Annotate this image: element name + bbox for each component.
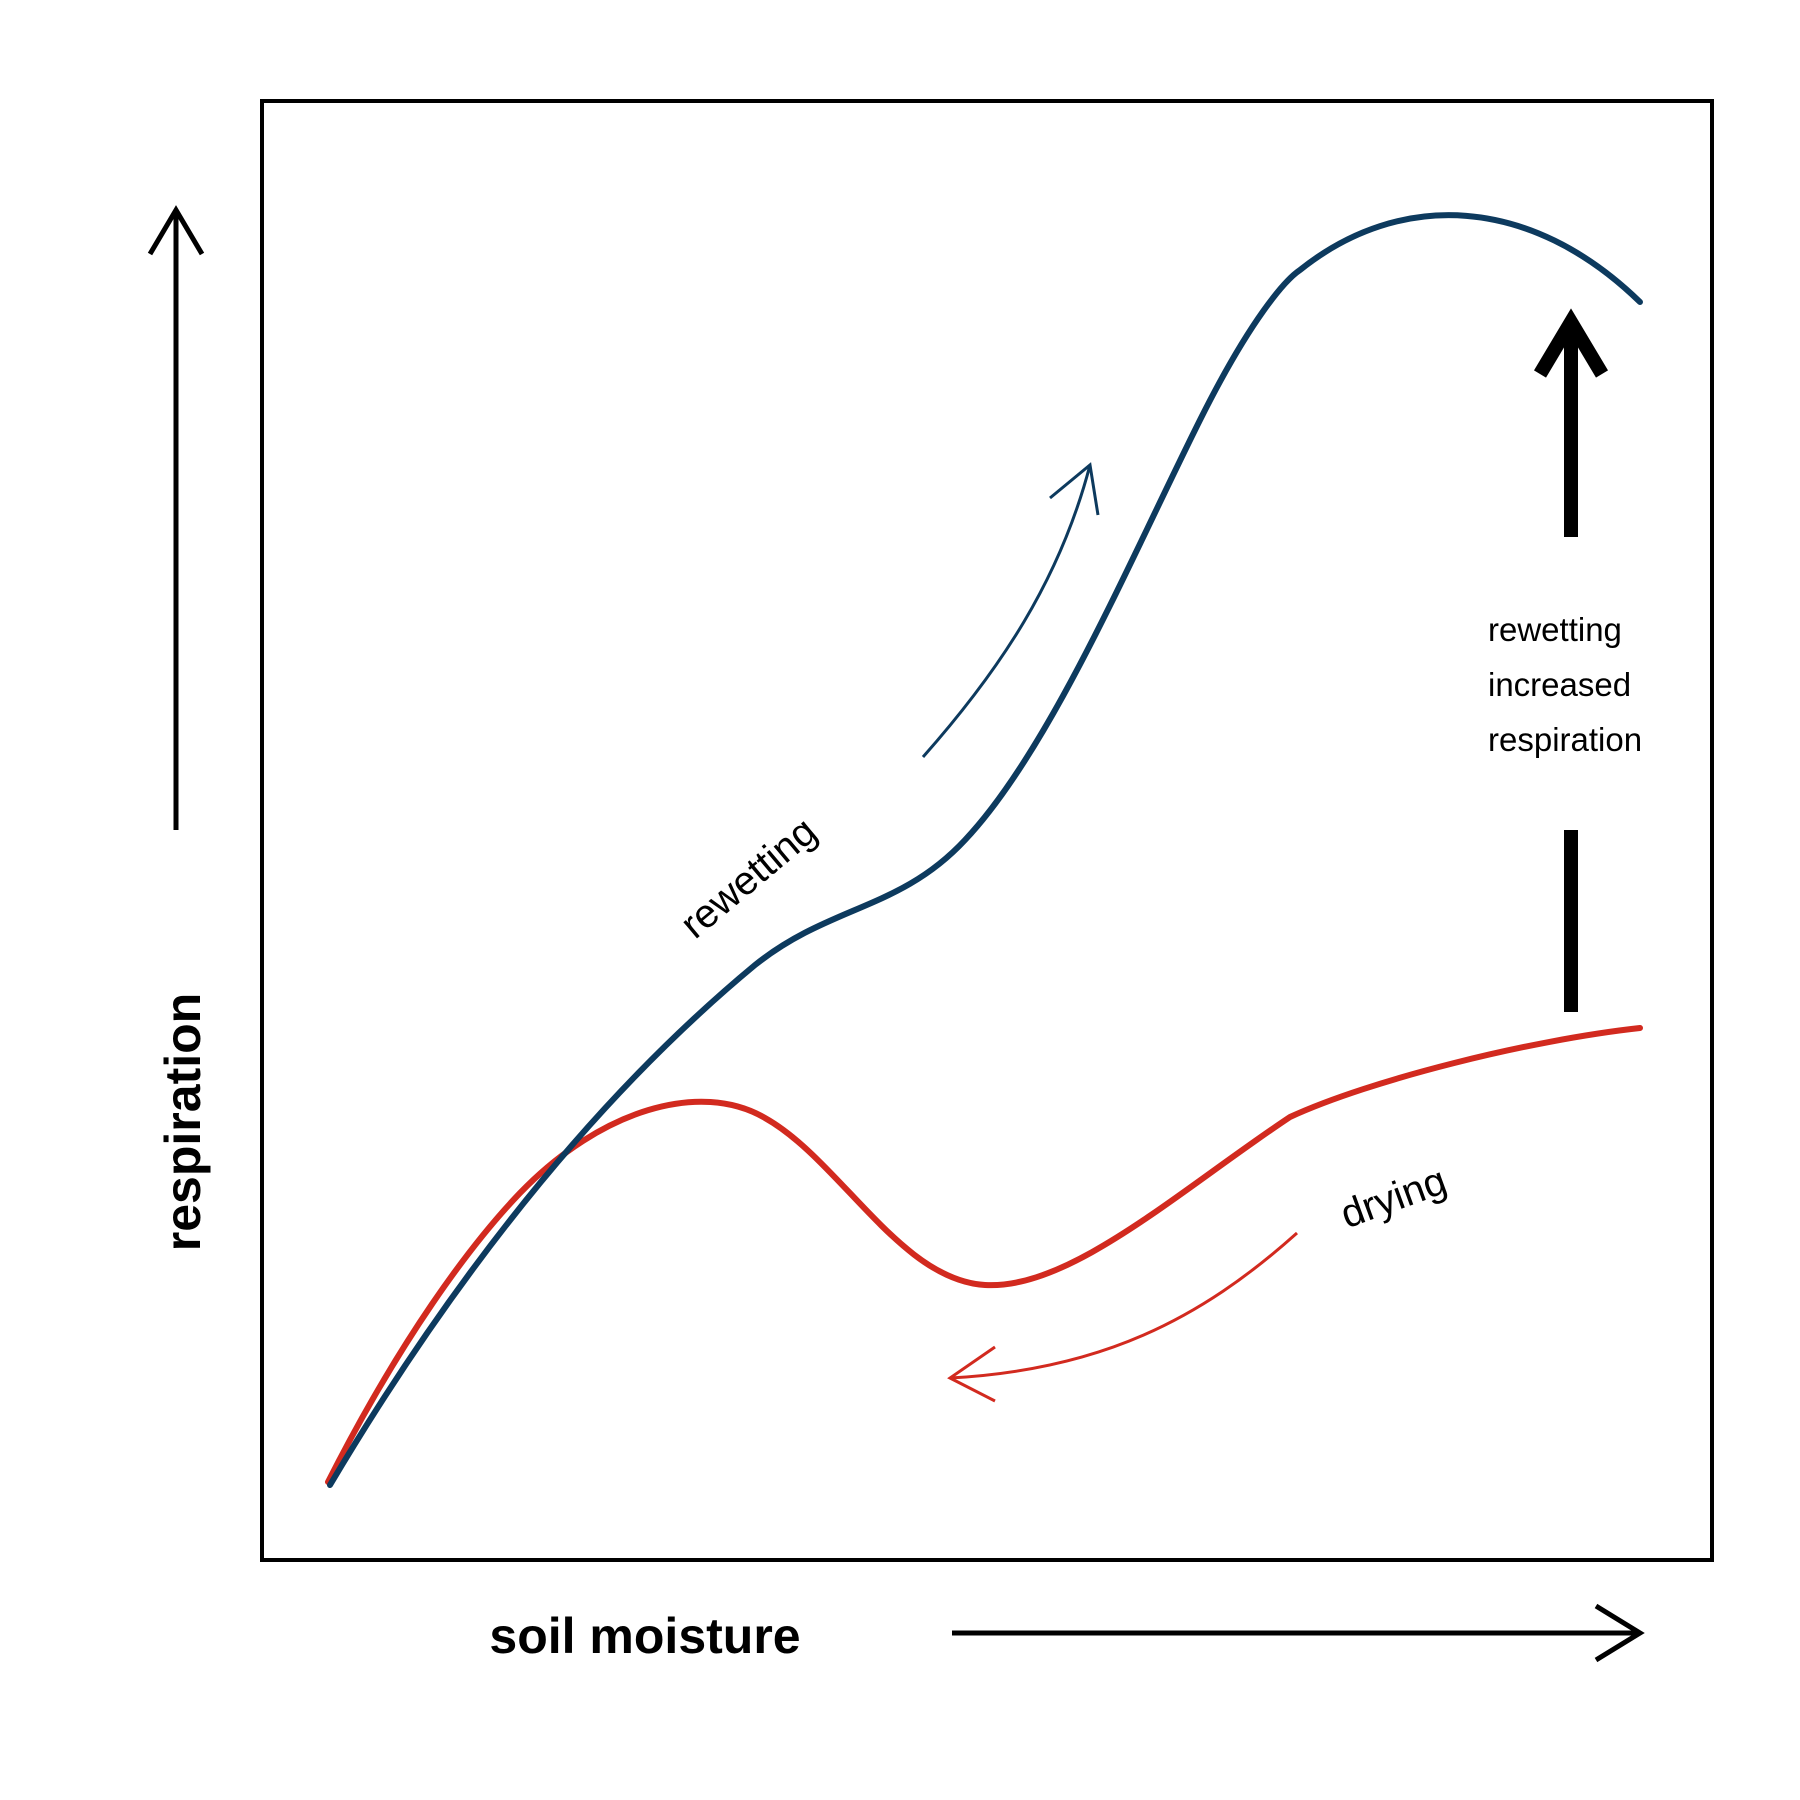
drying-curve xyxy=(325,1025,1643,1485)
drying-label: drying xyxy=(1335,1158,1452,1237)
x-axis-title: soil moisture xyxy=(489,1608,800,1664)
increase-arrow-icon xyxy=(1533,308,1609,1012)
y-axis-title: respiration xyxy=(155,993,211,1251)
rewetting-direction-arrow-icon xyxy=(921,462,1100,758)
rewetting-curve xyxy=(327,212,1643,1488)
drying-direction-arrow-icon xyxy=(947,1231,1299,1403)
annotation-line-1: rewetting xyxy=(1488,611,1622,648)
annotation-line-3: respiration xyxy=(1488,721,1642,758)
rewetting-label: rewetting xyxy=(672,809,825,947)
annotation-line-2: increased xyxy=(1488,666,1631,703)
x-axis-arrow-icon xyxy=(952,1603,1645,1663)
plot-frame xyxy=(260,99,1714,1562)
y-axis-arrow-icon xyxy=(147,205,205,830)
